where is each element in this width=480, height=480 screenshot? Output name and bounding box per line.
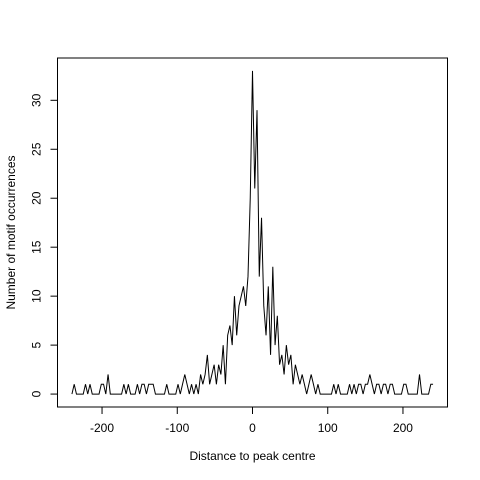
y-tick-label: 15 (30, 240, 44, 254)
y-tick-label: 30 (30, 93, 44, 107)
y-tick-label: 5 (30, 341, 44, 348)
y-tick-label: 25 (30, 142, 44, 156)
y-tick-label: 0 (30, 390, 44, 397)
x-tick-label: 100 (318, 421, 338, 435)
x-tick-label: 0 (249, 421, 256, 435)
x-tick-label: -100 (165, 421, 189, 435)
y-axis-label: Number of motif occurrences (4, 155, 18, 309)
y-tick-label: 20 (30, 191, 44, 205)
x-tick-label: -200 (90, 421, 114, 435)
data-line (71, 70, 434, 395)
x-axis-label: Distance to peak centre (189, 449, 315, 463)
x-tick-label: 200 (393, 421, 413, 435)
y-tick-label: 10 (30, 289, 44, 303)
